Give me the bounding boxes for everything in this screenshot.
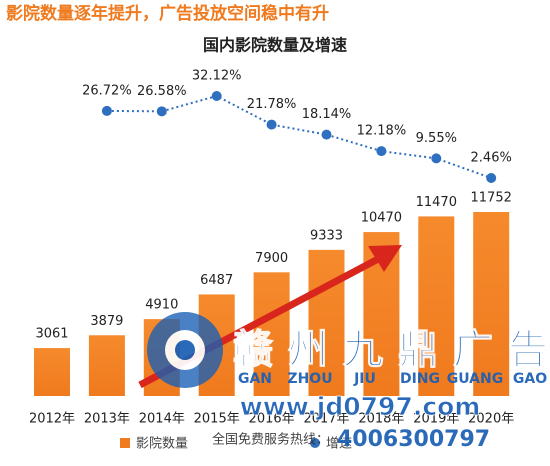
x-tick-label: 2015年: [194, 412, 240, 427]
legend-label: 影院数量: [136, 437, 188, 452]
bar: [34, 348, 70, 396]
watermark: 赣州九鼎广告 GAN ZHOU JIU DING GUANG GAO www.jd0797.c…: [147, 312, 549, 452]
legend-swatch: [310, 438, 320, 448]
watermark-brand: 告: [508, 327, 548, 373]
line-point: [486, 173, 497, 183]
bar-value-label: 9333: [310, 228, 343, 243]
bar-value-label: 4910: [145, 298, 178, 313]
bar-value-label: 3061: [35, 327, 68, 342]
watermark-brand: 州: [288, 327, 328, 373]
watermark-url: www.jd0797.com: [240, 392, 481, 421]
x-tick-label: 2019年: [413, 412, 459, 427]
watermark-brand: 九: [343, 327, 383, 373]
line-value-label: 18.14%: [302, 107, 352, 122]
trend-arrowhead: [368, 245, 402, 272]
line-value-label: 21.78%: [247, 97, 297, 112]
line-point: [266, 119, 277, 130]
legend-label: 增速: [326, 437, 352, 452]
line-value-label: 26.72%: [82, 83, 132, 98]
line-value-label: 2.46%: [471, 151, 512, 166]
bar-value-label: 11470: [416, 195, 457, 210]
line-value-label: 26.58%: [137, 84, 187, 99]
logo-core: [175, 340, 195, 360]
line-point: [321, 129, 332, 140]
x-tick-label: 2018年: [358, 412, 404, 427]
line-value-label: 12.18%: [357, 124, 407, 139]
watermark-brand: 鼎: [398, 327, 438, 373]
bar-value-label: 3879: [90, 314, 123, 329]
bar: [308, 249, 345, 396]
bar: [88, 335, 125, 396]
line-value-label: 9.55%: [416, 131, 457, 146]
x-tick-label: 2012年: [29, 412, 75, 427]
watermark-pinyin: DING: [400, 371, 440, 387]
bar: [473, 212, 510, 396]
x-tick-label: 2016年: [249, 412, 295, 427]
x-tick-label: 2020年: [468, 412, 514, 427]
header-title: 影院数量逐年提升，广告投放空间稳中有升: [6, 3, 329, 24]
watermark-hotline: 4006300797: [337, 427, 490, 452]
watermark-hotline-label: 全国免费服务热线：: [212, 432, 329, 448]
legend-swatch: [120, 438, 130, 448]
bar-value-label: 10470: [361, 211, 402, 226]
bar: [253, 272, 290, 396]
watermark-brand: 广: [453, 327, 493, 373]
watermark-pinyin: GAN: [238, 371, 272, 387]
line-point: [156, 106, 167, 117]
x-tick-label: 2013年: [84, 412, 130, 427]
bar: [418, 216, 455, 396]
line-value-label: 32.12%: [192, 69, 242, 84]
x-tick-label: 2014年: [139, 412, 185, 427]
plot: 2012年 2013年 2014年 2015年 2016年 2017年 2018年 2019年…: [29, 69, 514, 452]
line-point: [211, 91, 222, 101]
watermark-brand: 赣: [233, 327, 274, 373]
line-point: [431, 153, 442, 164]
x-tick-label: 2017年: [303, 412, 349, 427]
line-point: [376, 146, 387, 157]
watermark-pinyin: GUANG: [447, 371, 503, 387]
bar-value-label: 11752: [471, 191, 512, 206]
watermark-pinyin: ZHOU: [287, 371, 332, 387]
watermark-pinyin: JIU: [353, 371, 376, 387]
line-point: [101, 105, 112, 116]
line: [106, 94, 492, 179]
watermark-pinyin: GAO: [513, 371, 547, 387]
bar-value-label: 6487: [200, 273, 233, 288]
bar-value-label: 7900: [255, 251, 288, 266]
chart-title: 国内影院数量及增速: [203, 36, 347, 55]
